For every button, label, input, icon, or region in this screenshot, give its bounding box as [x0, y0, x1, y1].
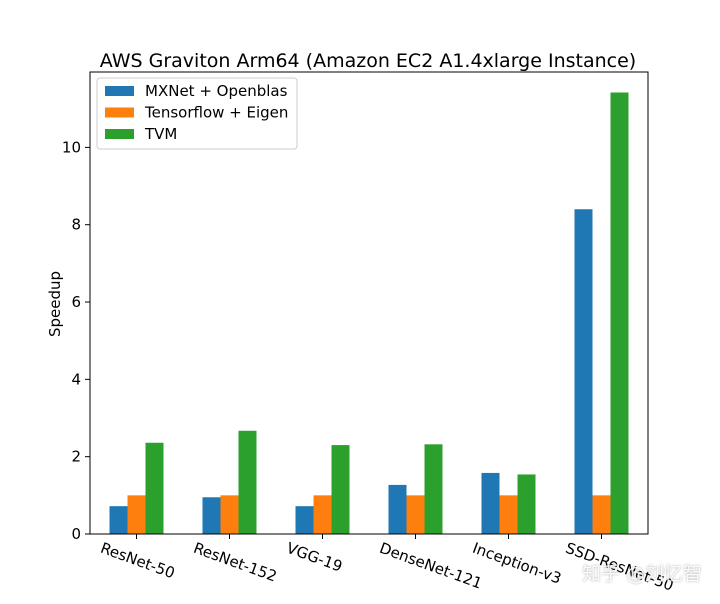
bar [388, 484, 407, 534]
legend-swatch [105, 107, 134, 118]
legend-label: Tensorflow + Eigen [144, 104, 288, 122]
bar [574, 209, 593, 534]
bar [238, 430, 257, 534]
y-ticks-group: 0 2 4 6 8 10 [62, 138, 90, 543]
bar [406, 495, 425, 534]
bars-group [109, 92, 629, 534]
bar [109, 506, 128, 534]
x-tick-label: Inception-v3 [470, 539, 564, 588]
y-tick-label: 8 [71, 216, 81, 234]
bar [481, 472, 500, 534]
y-axis-label: Speedup [46, 271, 64, 337]
bar [424, 444, 443, 534]
x-tick-label: ResNet-152 [191, 539, 279, 586]
legend-label: TVM [144, 125, 177, 143]
legend-label: MXNet + Openblas [145, 82, 288, 100]
y-tick-label: 10 [62, 138, 81, 156]
plot-frame [89, 71, 649, 535]
y-tick-label: 6 [71, 293, 81, 311]
y-tick-label: 4 [71, 370, 81, 388]
bar [592, 495, 611, 534]
legend-swatch [105, 86, 134, 96]
chart-title: AWS Graviton Arm64 (Amazon EC2 A1.4xlarg… [100, 50, 636, 72]
y-tick-label: 2 [71, 448, 81, 466]
legend: MXNet + Openblas Tensorflow + Eigen TVM [96, 77, 298, 150]
bar [202, 497, 221, 534]
bar [610, 92, 629, 534]
x-tick-label: VGG-19 [284, 539, 345, 576]
bar [313, 495, 332, 534]
y-tick-label: 0 [71, 525, 81, 543]
x-tick-label: ResNet-50 [98, 539, 177, 582]
watermark-text: 知乎 @刘忆智 [581, 563, 702, 585]
legend-box [96, 77, 298, 150]
bar [517, 474, 536, 534]
x-tick-label: DenseNet-121 [377, 539, 484, 593]
bar [295, 506, 314, 534]
bar [145, 442, 164, 534]
axes-group [89, 71, 649, 535]
bar [220, 495, 239, 534]
bar [127, 495, 146, 534]
bar [331, 445, 350, 534]
legend-swatch [105, 129, 134, 139]
bar [499, 495, 518, 534]
